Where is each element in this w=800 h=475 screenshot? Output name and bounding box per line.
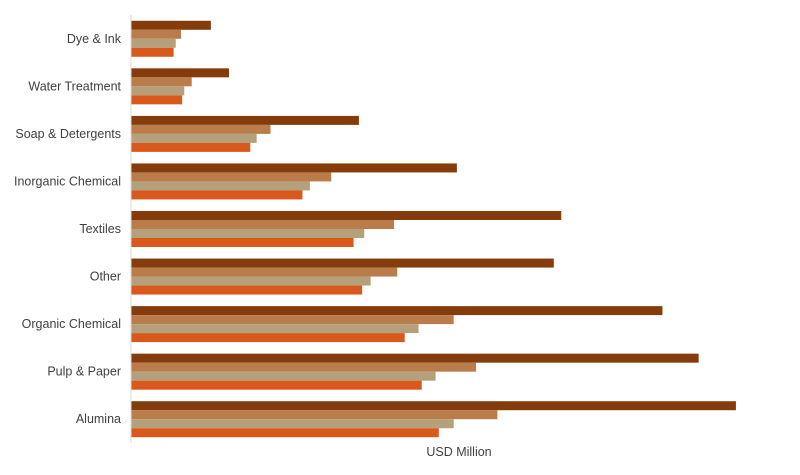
bar	[131, 267, 398, 277]
x-axis-title: USD Million	[426, 445, 491, 459]
category-label: Other	[90, 270, 121, 284]
bar	[131, 401, 736, 411]
bar	[131, 124, 271, 134]
bar	[131, 428, 439, 438]
bar	[131, 115, 359, 125]
bar	[131, 315, 454, 325]
bar	[131, 172, 332, 182]
bar	[131, 285, 363, 295]
category-label: Alumina	[76, 412, 121, 426]
bar	[131, 47, 174, 57]
bar	[131, 142, 251, 152]
bar	[131, 86, 185, 96]
category-label: Dye & Ink	[67, 32, 122, 46]
bar	[131, 362, 477, 372]
bar	[131, 133, 257, 143]
bar	[131, 324, 419, 334]
bar	[131, 258, 554, 268]
category-label: Water Treatment	[28, 79, 121, 93]
bar	[131, 333, 405, 343]
category-label: Textiles	[79, 222, 121, 236]
bar	[131, 211, 562, 220]
bars-group	[131, 20, 736, 438]
bar	[131, 353, 699, 363]
bar	[131, 306, 663, 316]
bar	[131, 163, 457, 173]
bar	[131, 229, 365, 238]
category-label: Pulp & Paper	[47, 365, 121, 379]
category-label: Soap & Detergents	[15, 127, 121, 141]
bar	[131, 68, 229, 78]
bar	[131, 380, 422, 390]
bar	[131, 20, 211, 30]
bar	[131, 29, 182, 39]
bar	[131, 190, 303, 200]
bar	[131, 410, 498, 420]
bar	[131, 371, 436, 381]
bar	[131, 276, 371, 286]
bar	[131, 181, 310, 191]
category-label: Organic Chemical	[22, 317, 121, 331]
category-label: Inorganic Chemical	[14, 174, 121, 188]
bar	[131, 220, 395, 229]
bar	[131, 77, 192, 87]
bar	[131, 238, 354, 247]
bar	[131, 419, 454, 429]
bar	[131, 95, 183, 105]
bar	[131, 38, 176, 48]
category-labels: Dye & Ink Water Treatment Soap & Detergent…	[14, 32, 122, 426]
